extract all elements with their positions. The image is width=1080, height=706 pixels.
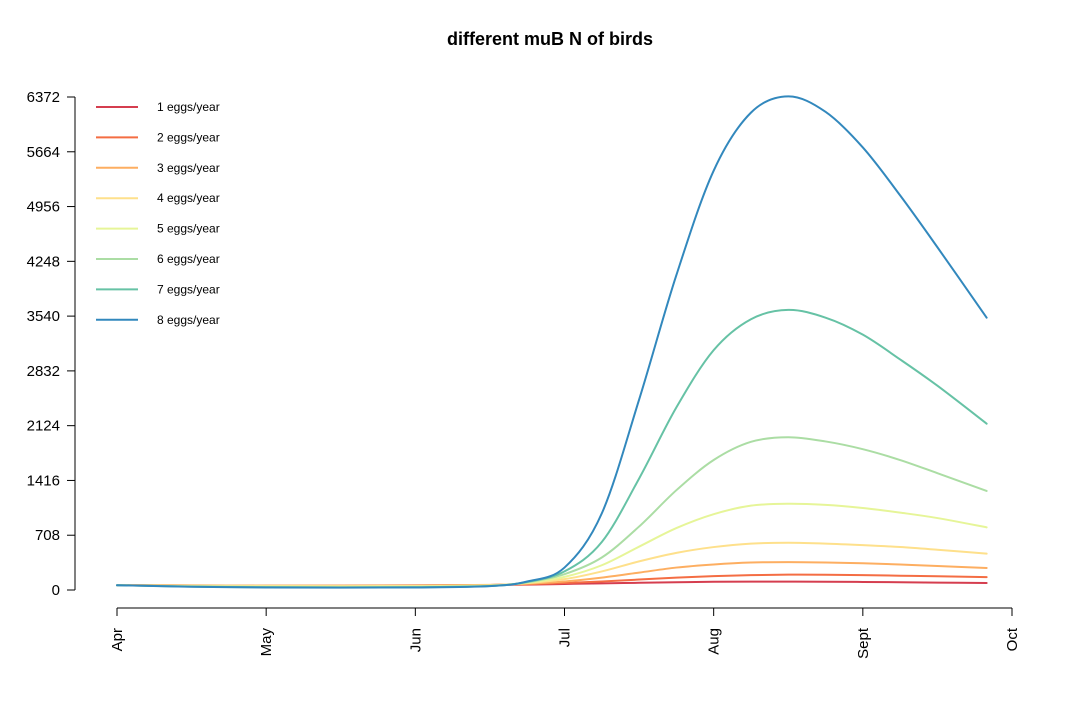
y-tick-label: 2832 [27, 363, 60, 380]
legend-label: 6 eggs/year [157, 252, 220, 266]
legend-label: 3 eggs/year [157, 161, 220, 175]
y-tick-label: 5664 [27, 144, 60, 161]
x-tick-label: Oct [1004, 627, 1021, 651]
y-axis: 0 708 1416 2124 2832 3540 4248 4956 5664 6372 [27, 89, 76, 599]
y-tick-label: 2124 [27, 418, 60, 435]
y-tick-label: 4248 [27, 253, 60, 270]
x-tick-label: Sept [855, 627, 872, 659]
x-tick-label: Apr [109, 628, 126, 651]
series-line-8 [116, 95, 988, 589]
legend-label: 4 eggs/year [157, 191, 220, 205]
series-line-6 [116, 436, 988, 589]
y-tick-label: 6372 [27, 89, 60, 106]
legend-label: 2 eggs/year [157, 130, 220, 144]
legend-label: 7 eggs/year [157, 282, 220, 296]
legend-label: 8 eggs/year [157, 313, 220, 327]
y-tick-label: 4956 [27, 199, 60, 216]
legend-label: 1 eggs/year [157, 100, 220, 114]
y-tick-label: 708 [35, 527, 60, 544]
legend: 1 eggs/year 2 eggs/year 3 eggs/year 4 eggs/… [96, 100, 220, 327]
series-group [116, 95, 988, 589]
y-tick-label: 0 [52, 582, 60, 599]
y-tick-label: 1416 [27, 472, 60, 489]
x-axis: Apr May Jun Jul Aug Sept Oct [109, 607, 1021, 659]
x-tick-label: Jul [557, 628, 574, 647]
y-tick-label: 3540 [27, 308, 60, 325]
chart-title: different muB N of birds [447, 29, 653, 49]
x-tick-label: May [258, 628, 275, 657]
x-tick-label: Aug [706, 628, 723, 655]
x-tick-label: Jun [407, 628, 424, 652]
legend-label: 5 eggs/year [157, 222, 220, 236]
